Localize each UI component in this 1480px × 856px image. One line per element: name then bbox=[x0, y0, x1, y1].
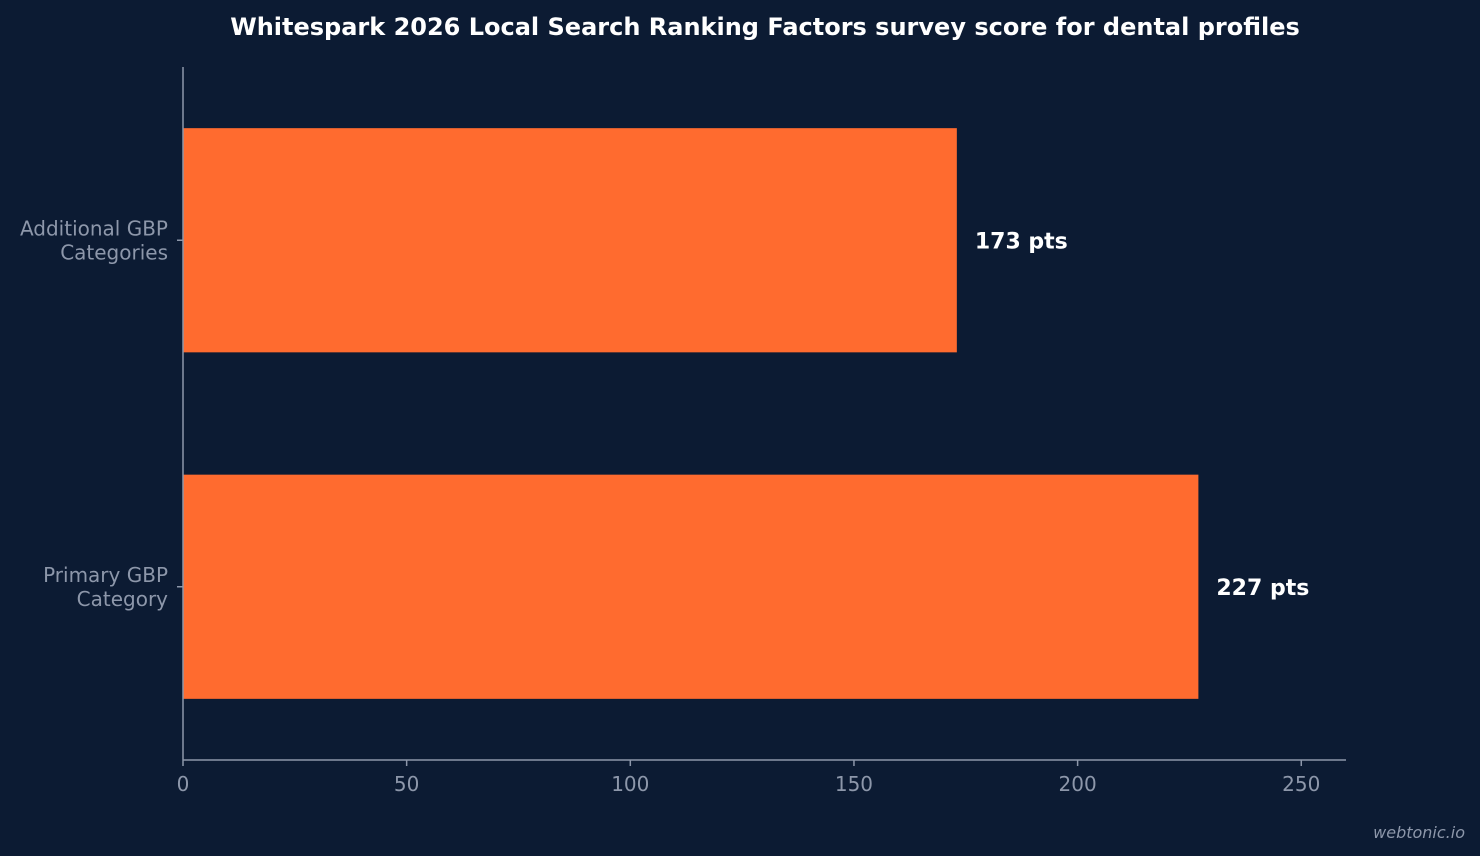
chart-title: Whitespark 2026 Local Search Ranking Fac… bbox=[230, 13, 1300, 41]
data-label-0: 173 pts bbox=[975, 229, 1068, 254]
x-tick-label-5: 250 bbox=[1282, 772, 1320, 796]
category-label-1: Primary GBP Category bbox=[43, 563, 168, 611]
data-label-1: 227 pts bbox=[1216, 576, 1309, 601]
watermark: webtonic.io bbox=[1373, 823, 1465, 842]
x-tick-label-3: 150 bbox=[835, 772, 873, 796]
x-tick-label-1: 50 bbox=[394, 772, 419, 796]
x-tick-label-2: 100 bbox=[611, 772, 649, 796]
data-labels-group: 173 pts 227 pts bbox=[975, 229, 1309, 601]
x-axis: 0 50 100 150 200 250 bbox=[177, 759, 1346, 796]
bars-group bbox=[183, 128, 1199, 699]
x-tick-label-4: 200 bbox=[1059, 772, 1097, 796]
y-axis: Additional GBP Categories Primary GBP Categ… bbox=[20, 67, 184, 760]
x-tick-label-0: 0 bbox=[177, 772, 190, 796]
bar-1 bbox=[183, 474, 1199, 699]
category-label-0: Additional GBP Categories bbox=[20, 216, 168, 264]
bar-0 bbox=[183, 128, 957, 353]
